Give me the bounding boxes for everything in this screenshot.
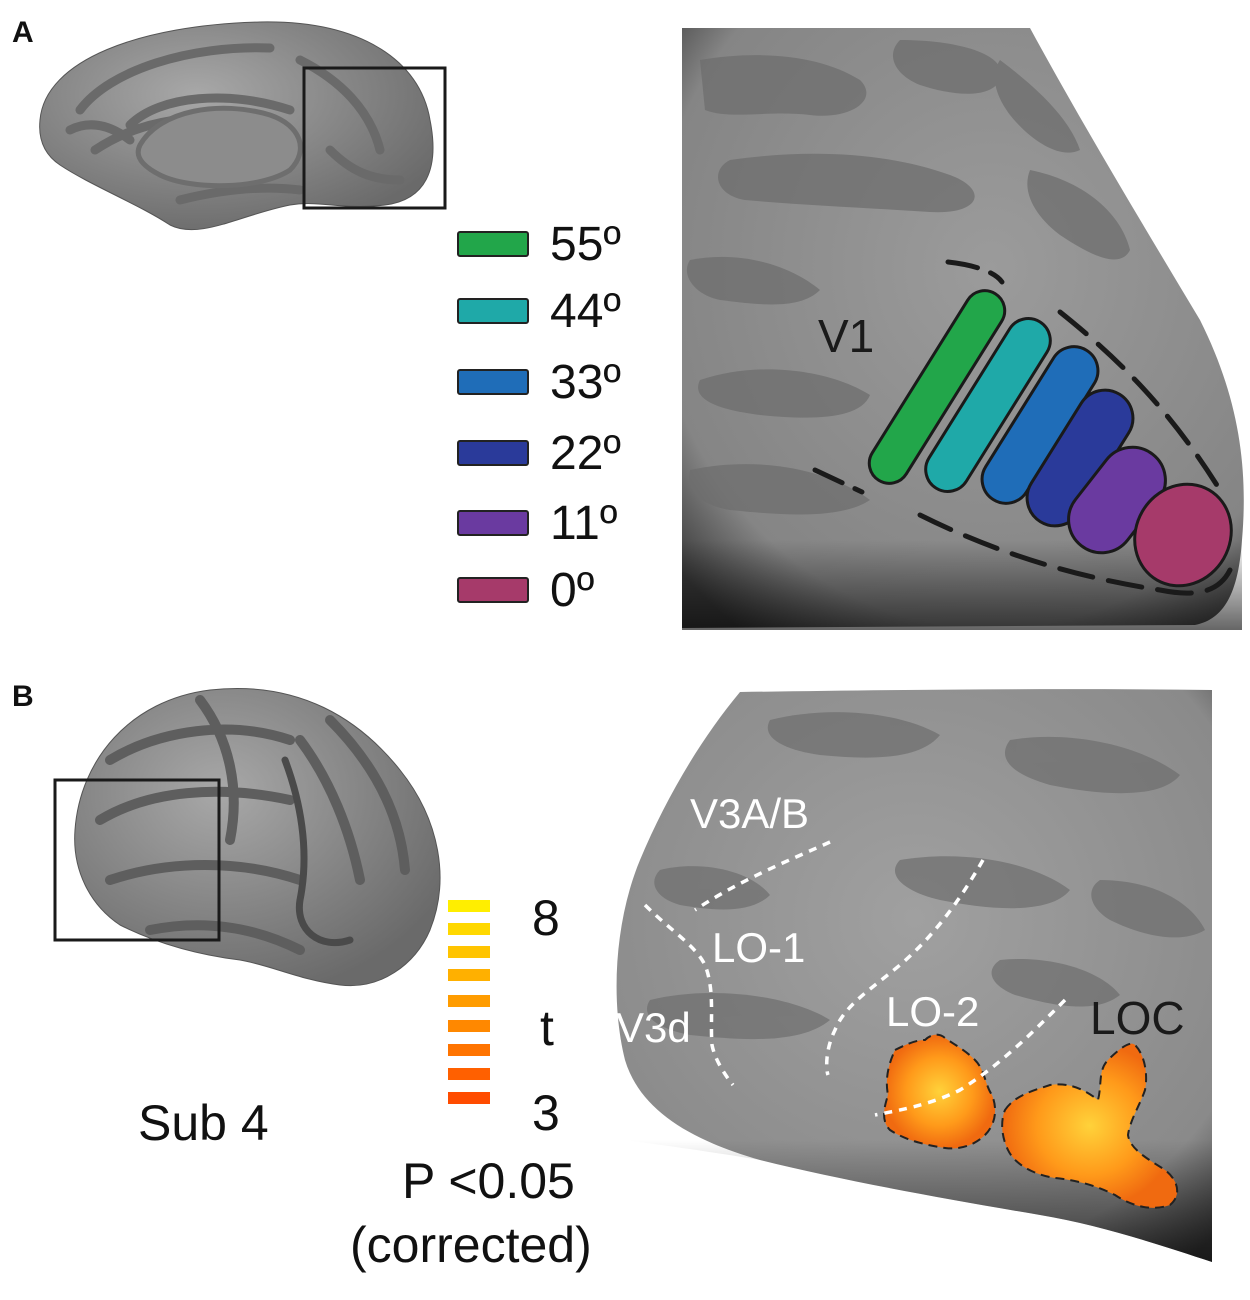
colorbar-step-7	[448, 1044, 490, 1056]
brain-thumbnail-medial	[39, 21, 447, 231]
cortex-zoom-a: V1	[682, 28, 1244, 630]
panel-letter-a: A	[12, 16, 34, 49]
legend-label-55: 55º	[550, 218, 621, 271]
legend-label-11: 11º	[550, 497, 617, 550]
legend-swatch-11	[457, 510, 529, 536]
legend-swatch-33	[457, 369, 529, 395]
cortex-zoom-b: V3A/B LO-1 V3d LO-2 LOC	[616, 689, 1212, 1262]
t-colorbar: 8 t 3 P <0.05 (corrected)	[350, 890, 592, 1273]
colorbar-step-5	[448, 995, 490, 1007]
legend-label-22: 22º	[550, 427, 621, 480]
brain-thumbnail-lateral	[53, 688, 441, 987]
legend-label-0: 0º	[550, 564, 594, 617]
colorbar-step-1	[448, 900, 490, 912]
colorbar-step-8	[448, 1068, 490, 1080]
colorbar-step-4	[448, 969, 490, 981]
roi-55	[867, 289, 1007, 485]
colorbar-step-2	[448, 923, 490, 935]
colorbar-step-3	[448, 946, 490, 958]
region-label-loc: LOC	[1090, 992, 1185, 1044]
subject-label: Sub 4	[138, 1095, 269, 1151]
roi-44	[924, 317, 1052, 493]
legend-swatch-22	[457, 440, 529, 466]
threshold-label-line1: P <0.05	[402, 1153, 575, 1209]
region-label-v3d: V3d	[616, 1004, 691, 1051]
colorbar-step-9	[448, 1092, 490, 1104]
region-label-lo1: LO-1	[712, 924, 805, 971]
roi-0	[1133, 482, 1233, 588]
region-label-lo2: LO-2	[886, 988, 979, 1035]
legend-swatch-44	[457, 298, 529, 324]
legend-label-44: 44º	[550, 285, 621, 338]
region-label-v1: V1	[818, 310, 874, 362]
colorbar-mid-label: t	[540, 1000, 554, 1056]
region-label-v3ab: V3A/B	[690, 790, 809, 837]
legend-swatch-55	[457, 231, 529, 257]
eccentricity-legend: 55º 44º 33º 22º 11º 0º	[457, 218, 621, 617]
legend-label-33: 33º	[550, 356, 621, 409]
legend-swatch-0	[457, 577, 529, 603]
zoom-box-a	[302, 66, 447, 210]
colorbar-max-label: 8	[532, 890, 560, 946]
threshold-label-line2: (corrected)	[350, 1217, 592, 1273]
colorbar-min-label: 3	[532, 1085, 560, 1141]
panel-letter-b: B	[12, 680, 34, 713]
zoom-box-b	[53, 778, 221, 942]
colorbar-step-6	[448, 1020, 490, 1032]
